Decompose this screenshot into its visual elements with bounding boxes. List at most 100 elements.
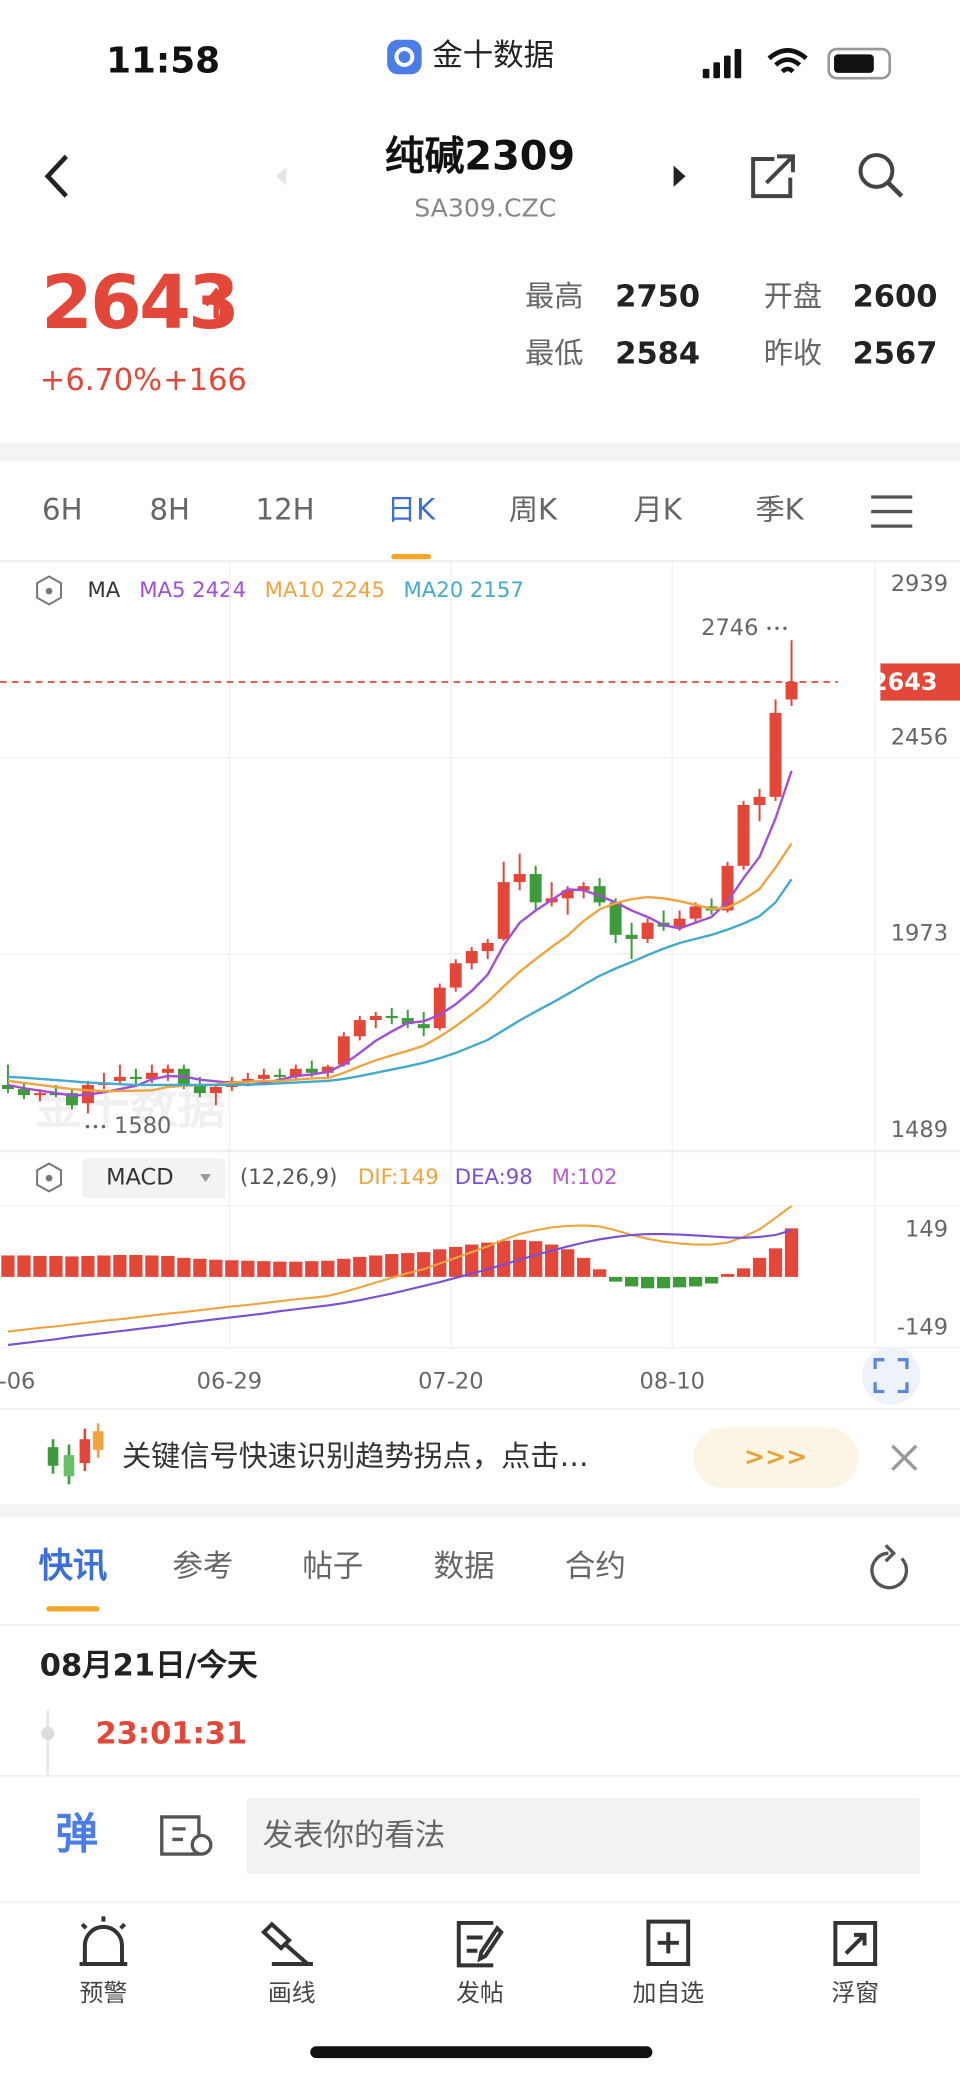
candle-body	[449, 963, 462, 988]
period-tab[interactable]: 12H	[256, 493, 315, 527]
macd-bar	[337, 1258, 351, 1277]
back-button[interactable]	[44, 154, 68, 198]
macd-bar	[385, 1254, 399, 1277]
nav-label[interactable]: 画线	[268, 1979, 316, 2007]
y-tick-label: 2456	[891, 725, 948, 751]
macd-bar	[608, 1276, 623, 1282]
next-contract[interactable]	[673, 165, 686, 187]
candle-body	[769, 712, 782, 797]
indicator-params: (12,26,9)	[240, 1164, 337, 1189]
macd-bar	[145, 1255, 159, 1277]
settings-icon[interactable]	[36, 1162, 62, 1193]
status-time: 11:58	[106, 40, 220, 81]
news-tab[interactable]: 数据	[434, 1549, 495, 1584]
y-tick-label: 2939	[891, 571, 948, 597]
share-button[interactable]	[751, 154, 795, 199]
macd-bar	[97, 1255, 111, 1277]
menu-button[interactable]	[871, 495, 913, 528]
settings-icon-dot	[45, 1174, 53, 1182]
macd-bar	[353, 1256, 367, 1277]
candle-body	[721, 865, 734, 911]
wifi-icon	[767, 48, 808, 74]
x-tick-label: 08-10	[640, 1369, 705, 1395]
candle-body	[273, 1074, 286, 1077]
candle-body	[289, 1068, 302, 1077]
settings-icon-dot	[45, 587, 53, 595]
candle-body	[481, 942, 494, 952]
candle-body	[497, 882, 510, 939]
banner-text: 关键信号快速识别趋势拐点，点击…	[122, 1439, 589, 1473]
news-tab[interactable]: 参考	[172, 1549, 233, 1584]
ma-line	[7, 878, 793, 1087]
macd-bar	[273, 1261, 287, 1277]
macd-bar	[736, 1268, 751, 1277]
candle-body	[513, 873, 526, 883]
period-tab[interactable]: 季K	[756, 493, 805, 527]
candle-body	[17, 1089, 30, 1096]
prev-contract[interactable]	[275, 166, 287, 186]
leader-dot	[85, 1124, 90, 1129]
feed-time: 23:01:31	[95, 1716, 247, 1751]
banner-button[interactable]	[693, 1427, 858, 1489]
macd-bar	[752, 1257, 767, 1277]
candle-body	[129, 1076, 142, 1079]
nav-label[interactable]: 预警	[80, 1979, 128, 2007]
news-tab[interactable]: 合约	[565, 1549, 626, 1584]
ma-line	[7, 842, 793, 1093]
macd-bar	[704, 1276, 719, 1284]
macd-bar	[225, 1260, 239, 1277]
news-tab[interactable]: 帖子	[302, 1549, 363, 1584]
macd-bar	[768, 1248, 783, 1277]
candle-body	[561, 890, 574, 899]
period-tab[interactable]: 日K	[387, 493, 436, 527]
macd-line	[7, 1205, 793, 1333]
candle-body	[305, 1068, 318, 1073]
ma-legend-value: 2157	[470, 577, 524, 602]
candle-body	[337, 1036, 350, 1065]
stat-label: 昨收	[764, 336, 822, 370]
macd-bar	[656, 1276, 671, 1289]
macd-bar	[49, 1255, 63, 1277]
news-tab[interactable]: 快讯	[38, 1546, 107, 1586]
ma-legend-label: MA	[88, 577, 121, 602]
comment-input[interactable]	[246, 1798, 921, 1874]
candle-body	[593, 886, 606, 903]
dropdown-caret	[200, 1174, 211, 1183]
nav-label[interactable]: 发帖	[456, 1979, 504, 2007]
period-tab[interactable]: 8H	[149, 493, 189, 527]
candle-body	[145, 1072, 158, 1079]
candle-body	[673, 918, 686, 927]
tab-underline	[391, 553, 431, 560]
status-app: 金十数据	[432, 38, 554, 73]
macd-bar	[720, 1274, 735, 1277]
close-button[interactable]	[891, 1444, 918, 1471]
fullscreen-button[interactable]	[861, 1346, 921, 1405]
macd-bar	[81, 1255, 95, 1277]
refresh-button[interactable]	[870, 1544, 909, 1590]
nav-label[interactable]: 加自选	[632, 1979, 704, 2007]
candle-body	[433, 987, 446, 1029]
leader-dot	[783, 626, 787, 631]
macd-line	[7, 1229, 792, 1346]
banner-icon	[47, 1423, 104, 1485]
period-tab[interactable]: 月K	[634, 493, 683, 527]
current-price-tag	[880, 663, 960, 701]
macd-bar	[17, 1255, 31, 1277]
nav-icon	[456, 1920, 504, 1968]
candle-body	[641, 922, 654, 939]
stat-value: 2600	[853, 280, 938, 315]
settings-icon[interactable]	[36, 575, 62, 606]
macd-legend-item: DEA:98	[455, 1164, 533, 1189]
period-tab[interactable]: 周K	[509, 493, 558, 527]
danmaku-button[interactable]: 弹	[56, 1810, 98, 1859]
search-button[interactable]	[858, 153, 904, 198]
ma-legend-value: 2424	[192, 577, 246, 602]
candle-body	[33, 1093, 46, 1096]
candle-body	[465, 951, 478, 964]
leader-dot	[775, 626, 779, 631]
y-tick-label: 149	[905, 1216, 948, 1242]
period-tab[interactable]: 6H	[42, 493, 82, 527]
nav-label[interactable]: 浮窗	[831, 1979, 879, 2007]
indicator-selector[interactable]	[82, 1158, 226, 1199]
macd-bar	[113, 1254, 127, 1277]
